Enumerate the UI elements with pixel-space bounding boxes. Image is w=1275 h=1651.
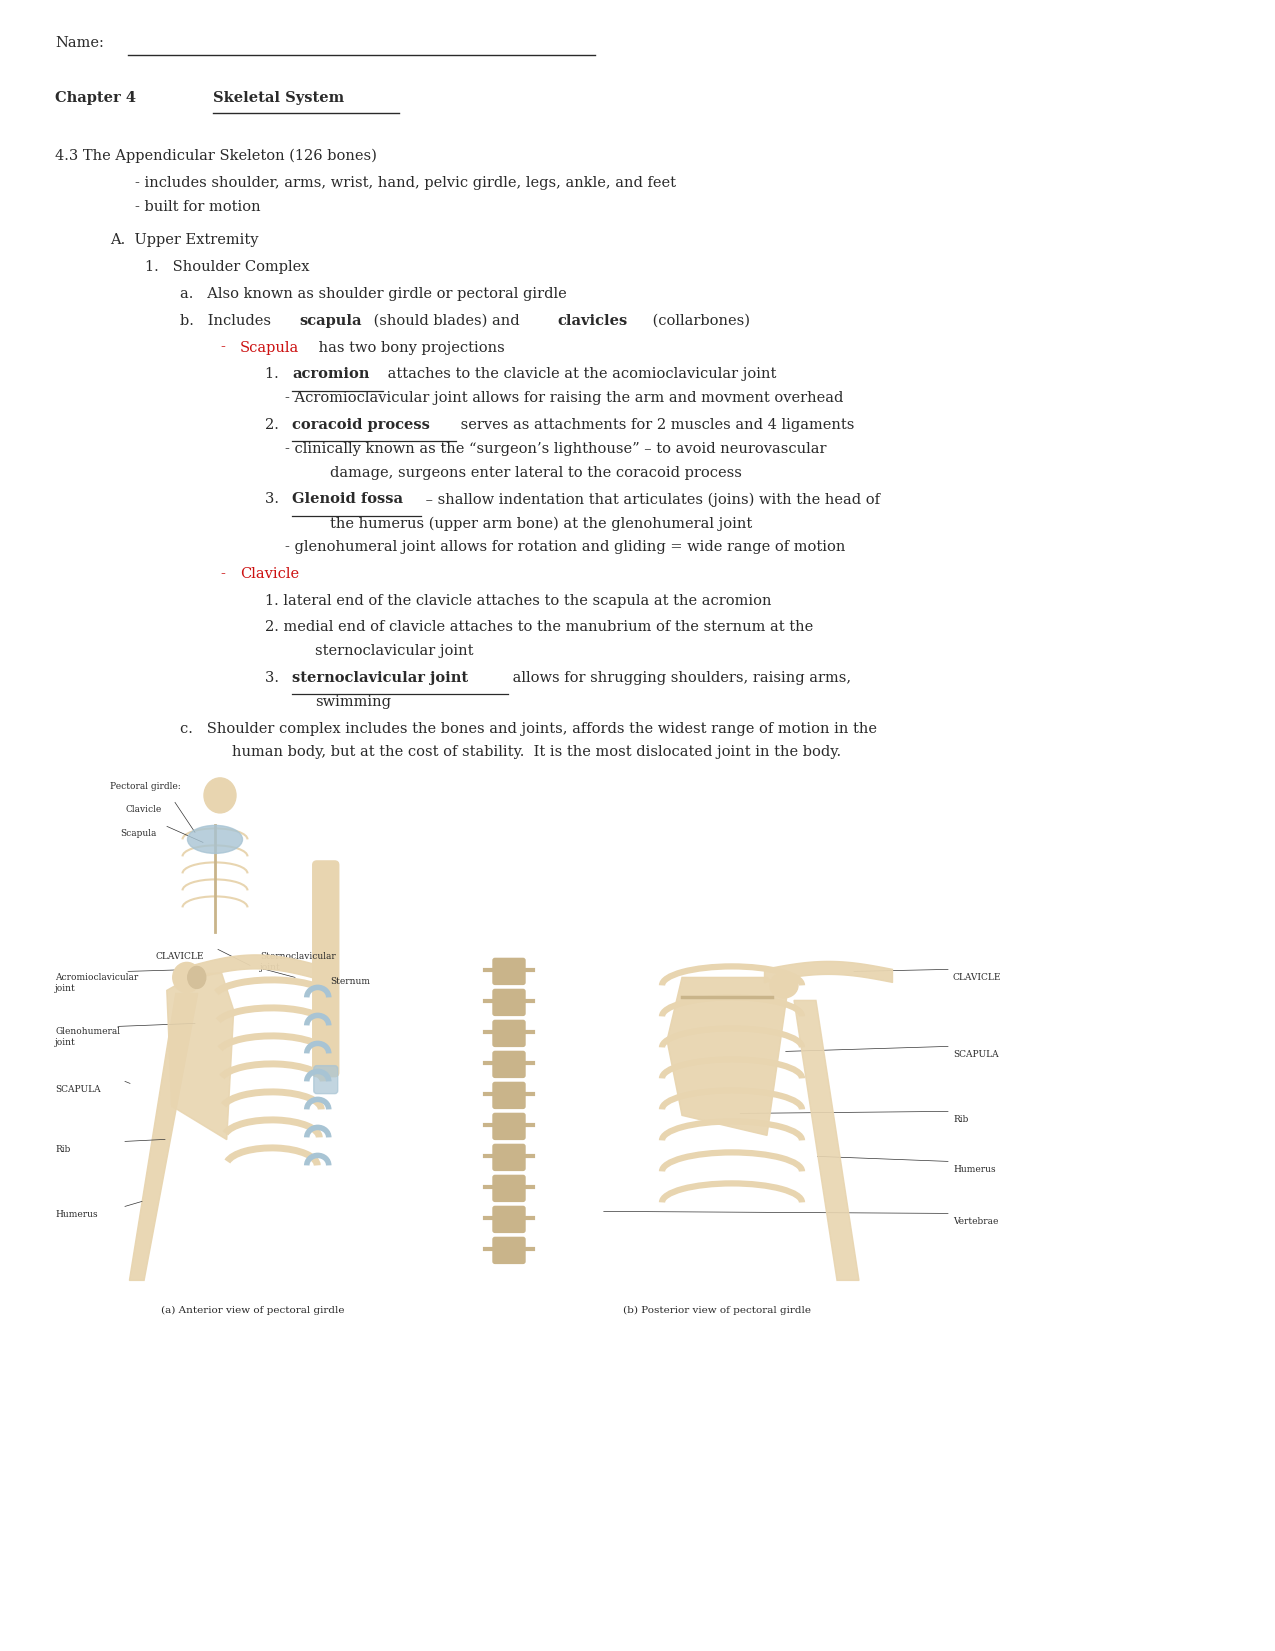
Text: - built for motion: - built for motion [135,200,260,213]
FancyBboxPatch shape [493,1207,525,1232]
Text: Pectoral girdle:: Pectoral girdle: [110,783,181,791]
FancyBboxPatch shape [493,1083,525,1108]
FancyBboxPatch shape [493,1020,525,1047]
FancyBboxPatch shape [493,1113,525,1139]
Text: Scapula: Scapula [240,340,300,355]
Text: 1. lateral end of the clavicle attaches to the scapula at the acromion: 1. lateral end of the clavicle attaches … [265,594,771,608]
Ellipse shape [204,778,236,812]
Polygon shape [167,974,233,1139]
Text: Scapula: Scapula [120,829,157,839]
Text: human body, but at the cost of stability.  It is the most dislocated joint in th: human body, but at the cost of stability… [232,745,842,759]
Text: (b) Posterior view of pectoral girdle: (b) Posterior view of pectoral girdle [623,1306,811,1314]
FancyBboxPatch shape [493,989,525,1015]
FancyBboxPatch shape [493,1144,525,1171]
Text: 1.   Shoulder Complex: 1. Shoulder Complex [145,261,310,274]
Text: Skeletal System: Skeletal System [213,91,344,106]
Text: 3.: 3. [265,670,283,685]
Text: scapula: scapula [300,314,362,329]
Text: attaches to the clavicle at the acomioclavicular joint: attaches to the clavicle at the acomiocl… [382,368,776,381]
FancyBboxPatch shape [312,860,339,1076]
Text: a.   Also known as shoulder girdle or pectoral girdle: a. Also known as shoulder girdle or pect… [180,287,567,300]
Text: damage, surgeons enter lateral to the coracoid process: damage, surgeons enter lateral to the co… [330,466,742,479]
Ellipse shape [770,972,798,997]
FancyBboxPatch shape [493,1052,525,1078]
Text: - clinically known as the “surgeon’s lighthouse” – to avoid neurovascular: - clinically known as the “surgeon’s lig… [286,442,826,456]
Text: Glenohumeral
joint: Glenohumeral joint [55,1027,120,1047]
Text: coracoid process: coracoid process [292,418,430,433]
FancyBboxPatch shape [493,1237,525,1263]
Text: Humerus: Humerus [952,1166,996,1174]
Text: Glenoid fossa: Glenoid fossa [292,492,403,507]
FancyBboxPatch shape [314,1065,338,1093]
Ellipse shape [187,826,242,854]
Polygon shape [667,977,787,1136]
FancyBboxPatch shape [493,958,525,984]
Text: Vertebrae: Vertebrae [952,1217,998,1227]
FancyBboxPatch shape [493,1176,525,1202]
Text: -: - [221,340,224,355]
Text: (a) Anterior view of pectoral girdle: (a) Anterior view of pectoral girdle [161,1306,344,1314]
Text: Acromioclavicular
joint: Acromioclavicular joint [55,974,138,992]
Polygon shape [794,1001,859,1281]
Bar [490,956,945,1291]
Text: Clavicle: Clavicle [240,566,300,581]
Text: - glenohumeral joint allows for rotation and gliding = wide range of motion: - glenohumeral joint allows for rotation… [286,540,845,555]
Text: sternoclavicular joint: sternoclavicular joint [292,670,468,685]
Bar [60,956,445,1291]
Text: serves as attachments for 2 muscles and 4 ligaments: serves as attachments for 2 muscles and … [456,418,854,433]
Text: has two bony projections: has two bony projections [314,340,505,355]
Text: Name:: Name: [55,36,103,50]
Text: - includes shoulder, arms, wrist, hand, pelvic girdle, legs, ankle, and feet: - includes shoulder, arms, wrist, hand, … [135,175,676,190]
Text: acromion: acromion [292,368,370,381]
Text: swimming: swimming [315,695,391,708]
Text: b.   Includes: b. Includes [180,314,275,329]
Text: CLAVICLE: CLAVICLE [156,953,204,961]
Text: (should blades) and: (should blades) and [368,314,524,329]
Text: – shallow indentation that articulates (joins) with the head of: – shallow indentation that articulates (… [421,492,880,507]
Text: Humerus: Humerus [55,1210,98,1220]
Text: A.  Upper Extremity: A. Upper Extremity [110,233,259,248]
Text: 2. medial end of clavicle attaches to the manubrium of the sternum at the: 2. medial end of clavicle attaches to th… [265,621,813,634]
Text: Rib: Rib [952,1116,969,1124]
Text: allows for shrugging shoulders, raising arms,: allows for shrugging shoulders, raising … [507,670,852,685]
Text: 1.: 1. [265,368,283,381]
Text: Chapter 4: Chapter 4 [55,91,136,106]
Polygon shape [130,994,198,1281]
Text: SCAPULA: SCAPULA [55,1085,101,1095]
Ellipse shape [187,966,205,989]
Text: Rib: Rib [55,1146,70,1154]
Text: c.   Shoulder complex includes the bones and joints, affords the widest range of: c. Shoulder complex includes the bones a… [180,721,877,736]
Text: SCAPULA: SCAPULA [952,1050,998,1060]
Text: 3.: 3. [265,492,283,507]
Text: Sternoclavicular
joint: Sternoclavicular joint [260,953,335,972]
Text: Clavicle: Clavicle [125,806,161,814]
Text: Sternum: Sternum [330,977,370,986]
Text: (collarbones): (collarbones) [648,314,750,329]
Text: CLAVICLE: CLAVICLE [952,974,1001,982]
Text: clavicles: clavicles [557,314,627,329]
Text: -: - [221,566,224,581]
Text: 2.: 2. [265,418,283,433]
Text: the humerus (upper arm bone) at the glenohumeral joint: the humerus (upper arm bone) at the glen… [330,517,752,530]
Text: - Acromioclavicular joint allows for raising the arm and movment overhead: - Acromioclavicular joint allows for rai… [286,391,843,404]
Text: 4.3 The Appendicular Skeleton (126 bones): 4.3 The Appendicular Skeleton (126 bones… [55,149,377,163]
Ellipse shape [172,963,200,992]
Text: sternoclavicular joint: sternoclavicular joint [315,644,473,659]
